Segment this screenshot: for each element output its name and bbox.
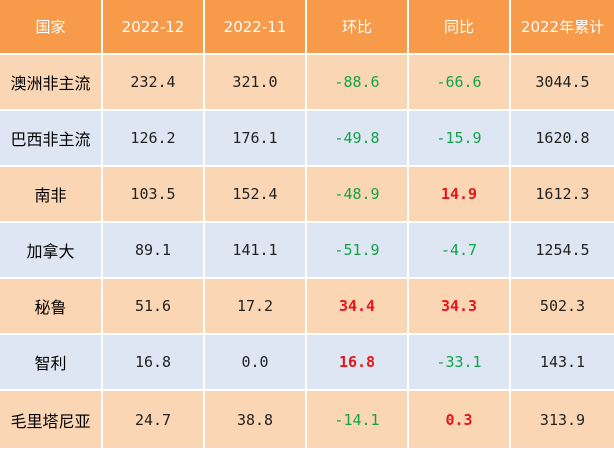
country-cell: 巴西非主流 [0,111,103,167]
mom-cell: -14.1 [307,391,409,450]
country-cell: 秘鲁 [0,279,103,335]
mom-cell: 34.4 [307,279,409,335]
ytd-cell: 502.3 [511,279,614,335]
yoy-cell: -15.9 [409,111,511,167]
ytd-cell: 313.9 [511,391,614,450]
value-2022-11-cell: 152.4 [205,167,307,223]
ytd-cell: 1254.5 [511,223,614,279]
ytd-cell: 1612.3 [511,167,614,223]
yoy-cell: -66.6 [409,55,511,111]
value-2022-12-cell: 126.2 [103,111,205,167]
yoy-cell: -33.1 [409,335,511,391]
country-cell: 南非 [0,167,103,223]
mom-cell: -51.9 [307,223,409,279]
country-cell: 智利 [0,335,103,391]
value-2022-12-cell: 51.6 [103,279,205,335]
value-2022-11-cell: 321.0 [205,55,307,111]
yoy-cell: -4.7 [409,223,511,279]
ytd-cell: 3044.5 [511,55,614,111]
mom-cell: -88.6 [307,55,409,111]
value-2022-12-cell: 103.5 [103,167,205,223]
value-2022-12-cell: 24.7 [103,391,205,450]
value-2022-11-cell: 141.1 [205,223,307,279]
country-cell: 毛里塔尼亚 [0,391,103,450]
value-2022-11-cell: 17.2 [205,279,307,335]
mom-cell: -49.8 [307,111,409,167]
yoy-cell: 14.9 [409,167,511,223]
header-mom: 环比 [307,0,409,55]
value-2022-11-cell: 176.1 [205,111,307,167]
value-2022-11-cell: 38.8 [205,391,307,450]
value-2022-12-cell: 232.4 [103,55,205,111]
yoy-cell: 0.3 [409,391,511,450]
header-yoy: 同比 [409,0,511,55]
mom-cell: -48.9 [307,167,409,223]
header-2022-11: 2022-11 [205,0,307,55]
header-country: 国家 [0,0,103,55]
yoy-cell: 34.3 [409,279,511,335]
country-cell: 澳洲非主流 [0,55,103,111]
ytd-cell: 143.1 [511,335,614,391]
ytd-cell: 1620.8 [511,111,614,167]
value-2022-12-cell: 16.8 [103,335,205,391]
country-cell: 加拿大 [0,223,103,279]
value-2022-12-cell: 89.1 [103,223,205,279]
mom-cell: 16.8 [307,335,409,391]
header-2022-12: 2022-12 [103,0,205,55]
value-2022-11-cell: 0.0 [205,335,307,391]
header-ytd-2022: 2022年累计 [511,0,614,55]
